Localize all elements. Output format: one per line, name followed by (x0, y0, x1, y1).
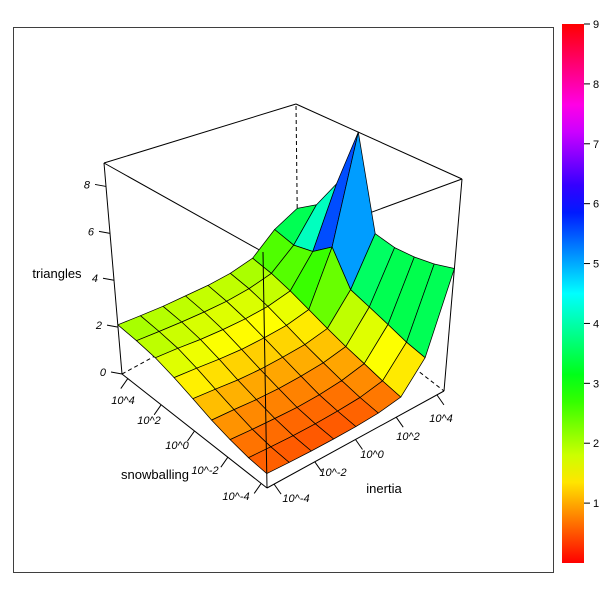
colorbar-tick-label: 5 (593, 259, 599, 271)
colorbar: 1 2 3 4 5 6 7 8 9 (562, 19, 599, 563)
plot-frame (13, 27, 554, 573)
colorbar-tick-label: 9 (593, 19, 599, 31)
surface-mesh (117, 131, 455, 474)
x-tick-label: 10^2 (137, 415, 161, 427)
axis-inertia: 10^-4 10^-2 10^0 10^2 10^4 inertia (273, 394, 453, 505)
z-tick-label: 0 (100, 367, 107, 379)
z-axis-title: triangles (32, 266, 82, 281)
y-tick-label: 10^2 (396, 431, 420, 443)
y-tick-label: 10^0 (360, 449, 384, 461)
y-tick-label: 10^4 (429, 413, 453, 425)
colorbar-tick-label: 8 (593, 79, 599, 91)
z-tick-label: 4 (92, 273, 98, 285)
colorbar-tick-label: 2 (593, 438, 599, 450)
colorbar-tick-label: 4 (593, 318, 599, 330)
y-tick-label: 10^-4 (282, 493, 309, 505)
surface-facet (248, 446, 290, 474)
axis-snowballing: 10^410^2 10^0 10^-2 10^-4 snowballing (111, 378, 262, 503)
x-tick-label: 10^-4 (222, 491, 249, 503)
x-tick-label: 10^-2 (191, 465, 218, 477)
y-axis-title: inertia (366, 481, 402, 496)
axis-triangles: 0 2 4 6 8 triangles (32, 179, 123, 379)
colorbar-tick-label: 3 (593, 378, 599, 390)
x-axis-title: snowballing (121, 467, 189, 482)
colorbar-tick-label: 1 (593, 498, 599, 510)
z-tick-label: 6 (88, 226, 95, 238)
z-tick-label: 8 (84, 179, 91, 191)
colorbar-tick-label: 6 (593, 199, 599, 211)
x-tick-label: 10^4 (111, 395, 135, 407)
x-tick-label: 10^0 (165, 440, 189, 452)
y-tick-label: 10^-2 (319, 467, 346, 479)
z-tick-label: 2 (95, 320, 102, 332)
colorbar-gradient (562, 24, 584, 563)
colorbar-tick-label: 7 (593, 139, 599, 151)
